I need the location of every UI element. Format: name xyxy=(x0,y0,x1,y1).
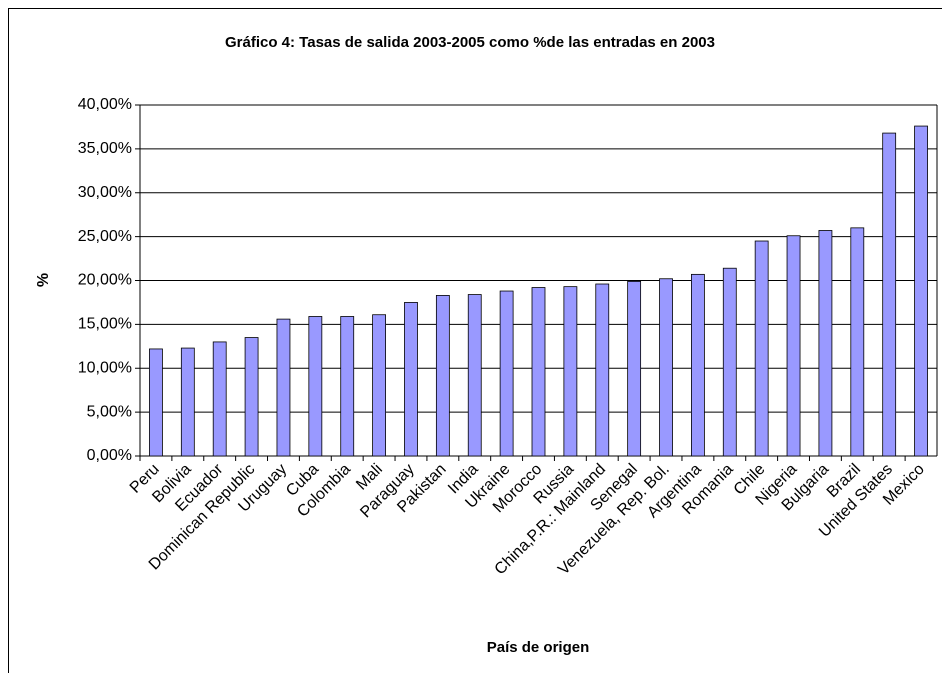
y-tick-label: 30,00% xyxy=(78,184,132,201)
bar xyxy=(691,273,705,457)
bar xyxy=(882,132,897,457)
y-tick-label: 20,00% xyxy=(78,272,132,289)
bar xyxy=(308,316,323,457)
bar xyxy=(914,125,928,457)
bar xyxy=(435,295,450,457)
chart-title: Gráfico 4: Tasas de salida 2003-2005 com… xyxy=(225,34,715,51)
bar xyxy=(212,341,227,457)
bar xyxy=(276,318,291,457)
bar xyxy=(659,278,673,457)
bar xyxy=(244,337,259,457)
y-tick-label: 40,00% xyxy=(78,96,132,113)
bar xyxy=(850,227,865,457)
y-axis-label: % xyxy=(35,273,52,287)
bar xyxy=(722,267,737,457)
bar xyxy=(149,348,163,457)
x-axis-label: País de origen xyxy=(487,639,590,656)
bar xyxy=(786,235,801,457)
y-tick-label: 5,00% xyxy=(87,403,132,420)
bar xyxy=(563,286,578,457)
bar xyxy=(404,302,418,457)
bar xyxy=(595,283,610,457)
y-tick-label: 0,00% xyxy=(87,447,132,464)
y-tick-label: 35,00% xyxy=(78,140,132,157)
y-tick-label: 10,00% xyxy=(78,359,132,376)
bar xyxy=(372,314,387,457)
bar xyxy=(531,287,546,457)
bar xyxy=(340,316,355,457)
bar xyxy=(818,230,833,457)
bar xyxy=(467,294,482,457)
bar xyxy=(180,347,195,457)
y-tick-label: 25,00% xyxy=(78,228,132,245)
bar xyxy=(627,280,642,457)
y-tick-label: 15,00% xyxy=(78,316,132,333)
bar xyxy=(754,240,769,457)
bar xyxy=(499,290,514,457)
